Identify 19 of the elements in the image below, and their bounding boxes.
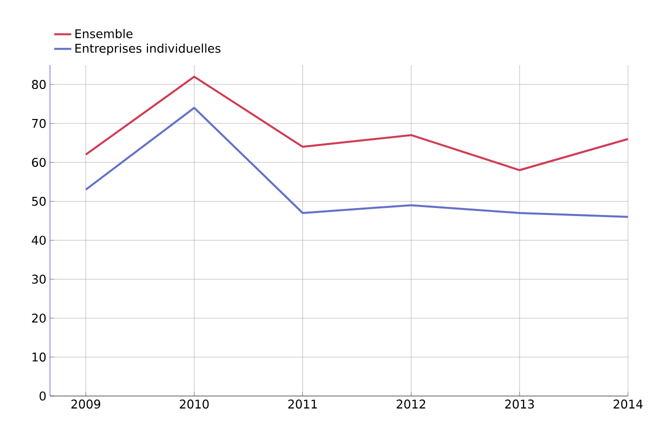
y-tick-label: 50 (32, 196, 46, 206)
y-tick-label: 70 (32, 118, 46, 128)
legend-label: Ensemble (75, 28, 132, 38)
line-series (84, 106, 630, 218)
x-tick-label: 2012 (396, 400, 426, 409)
y-tick-label: 10 (32, 352, 46, 362)
x-tick-label: 2011 (288, 400, 317, 409)
line-series (84, 76, 630, 172)
y-tick-label: 80 (32, 80, 46, 90)
y-tick-label: 30 (32, 274, 46, 284)
x-tick-label: 2013 (505, 400, 534, 409)
y-tick-label: 20 (32, 314, 46, 323)
y-tick-label: 40 (32, 236, 46, 245)
x-tick-label: 2010 (180, 400, 209, 409)
legend-label: Entreprises individuelles (75, 44, 220, 56)
y-tick-label: 0 (40, 391, 46, 401)
x-tick-label: 2009 (71, 400, 100, 409)
x-tick-label: 2014 (614, 400, 643, 409)
y-tick-label: 60 (32, 158, 46, 167)
